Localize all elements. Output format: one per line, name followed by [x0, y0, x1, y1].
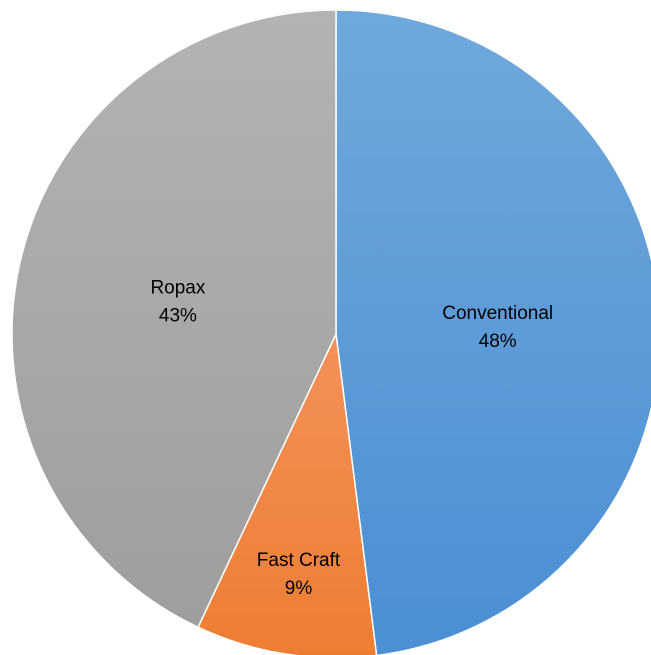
slice-percent-fast-craft: 9% [285, 578, 313, 599]
pie-slice-ropax [11, 9, 337, 629]
slice-label-conventional: Conventional [442, 303, 553, 324]
slice-label-fast-craft: Fast Craft [257, 550, 341, 571]
pie-slices [11, 9, 651, 655]
slice-percent-conventional: 48% [479, 331, 517, 352]
pie-slice-fast-craft [197, 331, 378, 655]
pie-slice-conventional [335, 9, 651, 655]
slice-label-ropax: Ropax [150, 278, 205, 299]
pie-labels: Conventional 48% Fast Craft 9% Ropax 43% [150, 278, 553, 599]
slice-percent-ropax: 43% [159, 306, 197, 327]
